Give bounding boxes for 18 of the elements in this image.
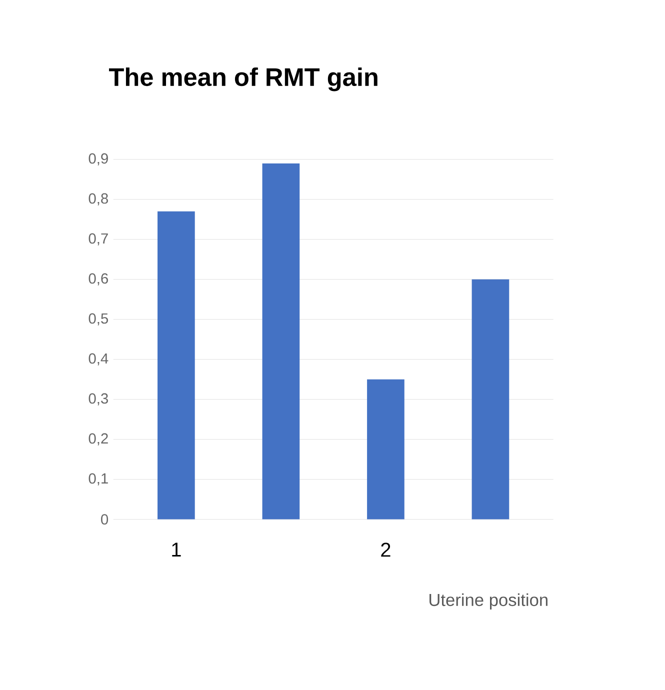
y-tick-label: 0,2: [88, 433, 108, 446]
bar: [158, 211, 195, 520]
y-tick-label: 0,9: [88, 153, 108, 166]
bar: [367, 379, 404, 520]
y-tick-label: 0,5: [88, 313, 108, 326]
x-axis-title: Uterine position: [430, 593, 548, 610]
y-tick-label: 0,4: [88, 353, 108, 366]
bar: [262, 163, 300, 520]
chart-title: The mean of RMT gain: [109, 67, 378, 92]
x-tick-label: 2: [381, 542, 390, 557]
y-tick-label: 0,7: [88, 233, 108, 246]
y-tick-label: 0,6: [88, 273, 108, 286]
y-tick-label: 0,3: [88, 393, 108, 406]
y-tick-label: 0: [101, 514, 108, 525]
bar: [472, 279, 510, 520]
y-tick-label: 0,1: [88, 473, 108, 486]
x-tick-label: 1: [172, 542, 181, 556]
y-tick-label: 0,8: [88, 193, 108, 206]
